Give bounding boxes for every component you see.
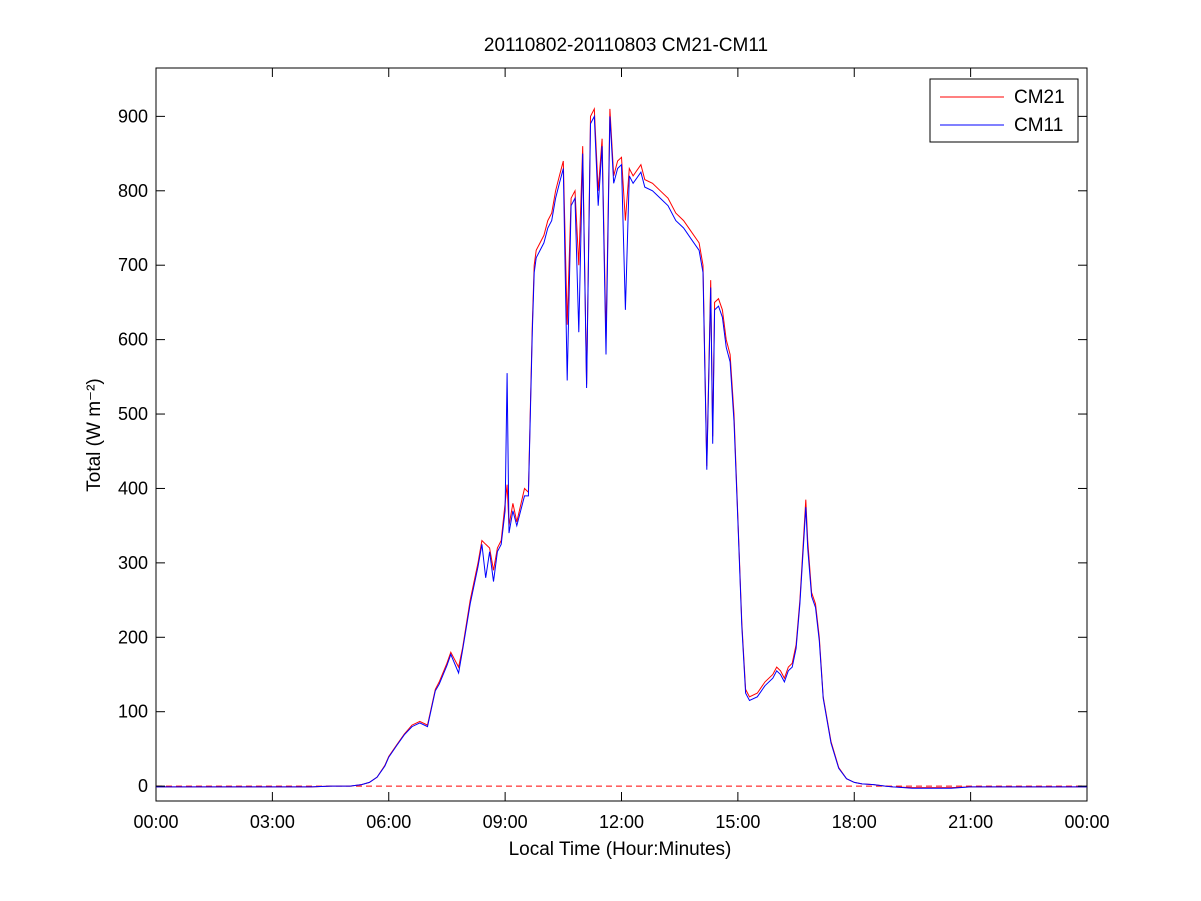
legend-label-cm21: CM21 [1014, 87, 1065, 108]
legend: CM21 CM11 [929, 78, 1079, 143]
y-axis-ticks: 0 100 200 300 400 500 600 700 800 900 [118, 106, 1087, 796]
x-tick-label: 21:00 [948, 812, 993, 832]
legend-label-cm11: CM11 [1014, 115, 1063, 136]
y-tick-label: 300 [118, 553, 148, 573]
x-axis-ticks: 00:00 03:00 06:00 09:00 12:00 15:00 18:00 21:00… [133, 68, 1110, 832]
x-tick-label: 12:00 [599, 812, 644, 832]
y-tick-label: 200 [118, 627, 148, 647]
x-axis-label: Local Time (Hour:Minutes) [509, 839, 732, 860]
y-tick-label: 0 [138, 776, 148, 796]
y-axis-label: Total (W m⁻²) [84, 378, 105, 491]
legend-box [929, 78, 1079, 143]
x-tick-label: 18:00 [832, 812, 877, 832]
y-tick-label: 800 [118, 181, 148, 201]
x-tick-label: 09:00 [483, 812, 528, 832]
x-tick-label: 15:00 [715, 812, 760, 832]
y-tick-label: 900 [118, 106, 148, 126]
x-tick-label: 00:00 [1064, 812, 1109, 832]
plot-area [155, 67, 1088, 802]
y-tick-label: 700 [118, 255, 148, 275]
x-tick-label: 00:00 [133, 812, 178, 832]
y-tick-label: 100 [118, 702, 148, 722]
y-tick-label: 600 [118, 330, 148, 350]
x-tick-label: 03:00 [250, 812, 295, 832]
y-tick-label: 500 [118, 404, 148, 424]
y-tick-label: 400 [118, 478, 148, 498]
chart-title: 20110802-20110803 CM21-CM11 [484, 35, 768, 56]
series-line-cm11 [156, 114, 1087, 789]
series-lines [156, 106, 1087, 789]
x-tick-label: 06:00 [366, 812, 411, 832]
